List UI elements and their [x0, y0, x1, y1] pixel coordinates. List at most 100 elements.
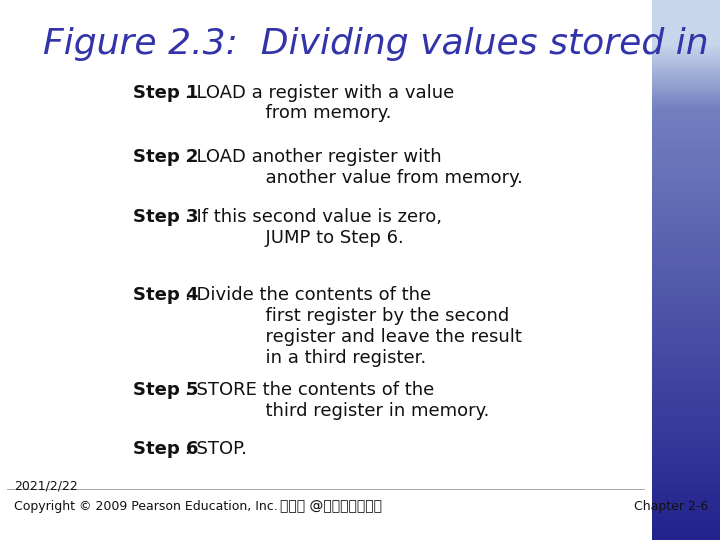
Bar — [652, 285, 720, 286]
Bar — [652, 317, 720, 319]
Bar — [652, 238, 720, 239]
Bar — [652, 513, 720, 515]
Bar — [652, 86, 720, 88]
Bar — [652, 108, 720, 110]
Bar — [652, 56, 720, 58]
Bar — [652, 18, 720, 20]
Bar — [652, 265, 720, 266]
Bar — [652, 420, 720, 421]
Bar — [652, 27, 720, 29]
Bar — [652, 174, 720, 177]
Bar — [652, 511, 720, 513]
Bar — [652, 255, 720, 258]
Bar — [652, 171, 720, 173]
Bar — [652, 216, 720, 218]
Bar — [652, 147, 720, 150]
Bar — [652, 5, 720, 7]
Bar — [652, 25, 720, 27]
Bar — [652, 454, 720, 455]
Bar — [652, 2, 720, 4]
Bar — [652, 471, 720, 474]
Bar — [652, 250, 720, 252]
Bar — [652, 104, 720, 106]
Bar — [652, 479, 720, 481]
Bar — [652, 464, 720, 466]
Bar — [652, 495, 720, 497]
Bar — [652, 185, 720, 187]
Bar — [652, 160, 720, 162]
Bar — [652, 423, 720, 425]
Bar — [652, 85, 720, 86]
Bar — [652, 439, 720, 441]
Bar — [652, 396, 720, 398]
Bar — [652, 459, 720, 461]
Bar — [652, 196, 720, 198]
Text: . LOAD another register with
              another value from memory.: . LOAD another register with another val… — [185, 148, 523, 187]
Bar — [652, 12, 720, 15]
Bar — [652, 252, 720, 254]
Bar — [652, 221, 720, 223]
Bar — [652, 150, 720, 151]
Bar — [652, 468, 720, 470]
Text: 蔡文能 @交通大學賁工系: 蔡文能 @交通大學賁工系 — [280, 499, 382, 513]
Bar — [652, 394, 720, 396]
Bar — [652, 153, 720, 155]
Bar — [652, 373, 720, 374]
Bar — [652, 436, 720, 437]
Text: . LOAD a register with a value
              from memory.: . LOAD a register with a value from memo… — [185, 84, 454, 123]
Bar — [652, 220, 720, 221]
Bar — [652, 81, 720, 83]
Bar — [652, 497, 720, 498]
Bar — [652, 366, 720, 367]
Bar — [652, 29, 720, 31]
Bar — [652, 355, 720, 356]
Bar — [652, 531, 720, 533]
Bar — [652, 309, 720, 312]
Bar — [652, 387, 720, 389]
Bar — [652, 207, 720, 209]
Bar — [652, 158, 720, 160]
Bar — [652, 266, 720, 268]
Bar — [652, 405, 720, 407]
Bar — [652, 144, 720, 146]
Bar — [652, 538, 720, 540]
Bar — [652, 180, 720, 182]
Bar — [652, 290, 720, 292]
Bar — [652, 490, 720, 491]
Bar — [652, 258, 720, 259]
Bar — [652, 474, 720, 475]
Bar — [652, 463, 720, 464]
Bar — [652, 248, 720, 250]
Bar — [652, 304, 720, 306]
Bar — [652, 130, 720, 131]
Bar — [652, 135, 720, 137]
Bar — [652, 59, 720, 61]
Bar — [652, 61, 720, 63]
Bar — [652, 430, 720, 432]
Bar — [652, 162, 720, 164]
Bar — [652, 234, 720, 236]
Bar — [652, 101, 720, 103]
Bar — [652, 501, 720, 502]
Bar — [652, 295, 720, 297]
Bar — [652, 533, 720, 535]
Bar — [652, 140, 720, 142]
Bar — [652, 0, 720, 2]
Bar — [652, 115, 720, 117]
Bar — [652, 286, 720, 288]
Bar — [652, 209, 720, 211]
Bar — [652, 315, 720, 317]
Bar — [652, 212, 720, 214]
Bar — [652, 223, 720, 225]
Bar — [652, 302, 720, 304]
Bar — [652, 450, 720, 452]
Bar — [652, 263, 720, 265]
Bar — [652, 279, 720, 281]
Bar — [652, 522, 720, 524]
Bar — [652, 117, 720, 119]
Bar — [652, 414, 720, 416]
Bar — [652, 447, 720, 448]
Bar — [652, 47, 720, 49]
Bar — [652, 353, 720, 355]
Bar — [652, 281, 720, 282]
